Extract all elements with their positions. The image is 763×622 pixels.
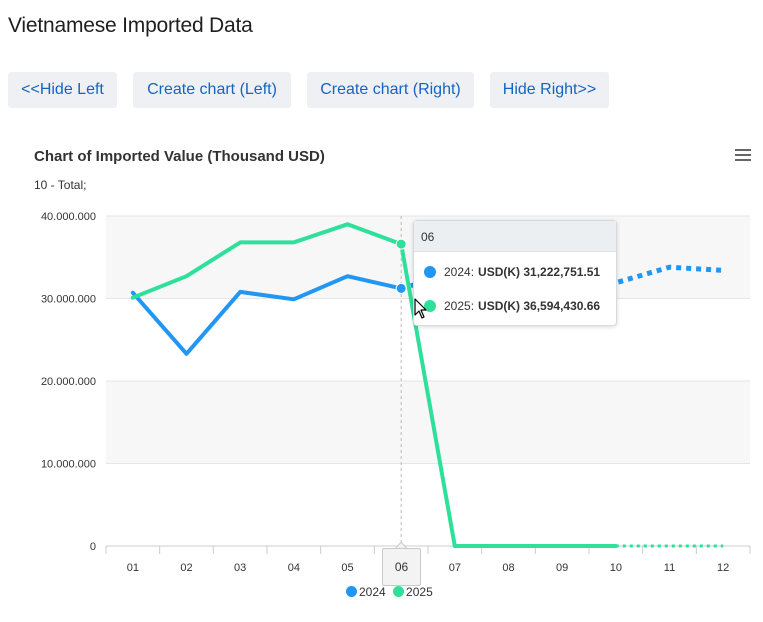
legend-label: 2024 bbox=[359, 585, 386, 599]
x-tick-label: 05 bbox=[341, 562, 353, 574]
x-tick-label: 04 bbox=[288, 562, 300, 574]
legend-item-2024[interactable]: 2024 bbox=[346, 585, 386, 599]
hamburger-menu-icon[interactable] bbox=[735, 149, 751, 163]
x-tick-label: 09 bbox=[556, 562, 568, 574]
x-tick-label: 01 bbox=[127, 562, 139, 574]
tooltip-series-label: 2025: bbox=[444, 299, 475, 313]
y-tick-label: 10.000.000 bbox=[41, 459, 96, 471]
tooltip-series-value: USD(K) 31,222,751.51 bbox=[478, 265, 601, 279]
y-tick-label: 0 bbox=[90, 541, 96, 553]
chart-tooltip: 06 2024: USD(K) 31,222,751.51 2025: USD(K)… bbox=[413, 220, 617, 326]
tooltip-header: 06 bbox=[414, 221, 616, 252]
series-2025-line bbox=[130, 222, 618, 548]
legend-marker-icon bbox=[346, 586, 357, 597]
y-tick-label: 30.000.000 bbox=[41, 294, 96, 306]
series-2024-line bbox=[130, 274, 404, 356]
series-2024-highlight-point bbox=[395, 282, 407, 294]
chart-legend: 2024 2025 bbox=[346, 585, 437, 599]
x-tick-label: 08 bbox=[502, 562, 514, 574]
tooltip-row-2024: 2024: USD(K) 31,222,751.51 bbox=[424, 265, 600, 281]
create-chart-left-button[interactable]: Create chart (Left) bbox=[133, 72, 291, 108]
page-title: Vietnamese Imported Data bbox=[8, 14, 253, 37]
mouse-cursor-icon bbox=[414, 298, 427, 319]
x-tick-label: 11 bbox=[664, 562, 675, 574]
crosshair-x-label-box bbox=[382, 548, 421, 586]
hide-left-button[interactable]: <<Hide Left bbox=[8, 72, 117, 108]
chart-subtitle: 10 - Total; bbox=[34, 178, 87, 192]
legend-label: 2025 bbox=[406, 585, 433, 599]
x-tick-label: 02 bbox=[180, 562, 192, 574]
create-chart-right-button[interactable]: Create chart (Right) bbox=[307, 72, 474, 108]
y-tick-label: 40.000.000 bbox=[41, 211, 96, 223]
tooltip-row-2025: 2025: USD(K) 36,594,430.66 bbox=[424, 299, 600, 315]
crosshair-x-label: 06 bbox=[394, 560, 409, 574]
tooltip-series-value: USD(K) 36,594,430.66 bbox=[478, 299, 601, 313]
x-tick-label: 07 bbox=[449, 562, 461, 574]
series-2025-marker-icon bbox=[424, 300, 436, 312]
chart-title: Chart of Imported Value (Thousand USD) bbox=[34, 148, 325, 165]
series-2025-highlight-point bbox=[395, 238, 407, 250]
series-2024-marker-icon bbox=[424, 266, 436, 278]
tooltip-series-label: 2024: bbox=[444, 265, 475, 279]
legend-marker-icon bbox=[393, 586, 405, 597]
x-tick-label: 03 bbox=[234, 562, 246, 574]
y-tick-label: 20.000.000 bbox=[41, 376, 96, 388]
x-tick-label: 12 bbox=[717, 562, 729, 574]
x-tick-label: 10 bbox=[610, 562, 622, 574]
hide-right-button[interactable]: Hide Right>> bbox=[490, 72, 609, 108]
legend-item-2025[interactable]: 2025 bbox=[393, 585, 433, 599]
